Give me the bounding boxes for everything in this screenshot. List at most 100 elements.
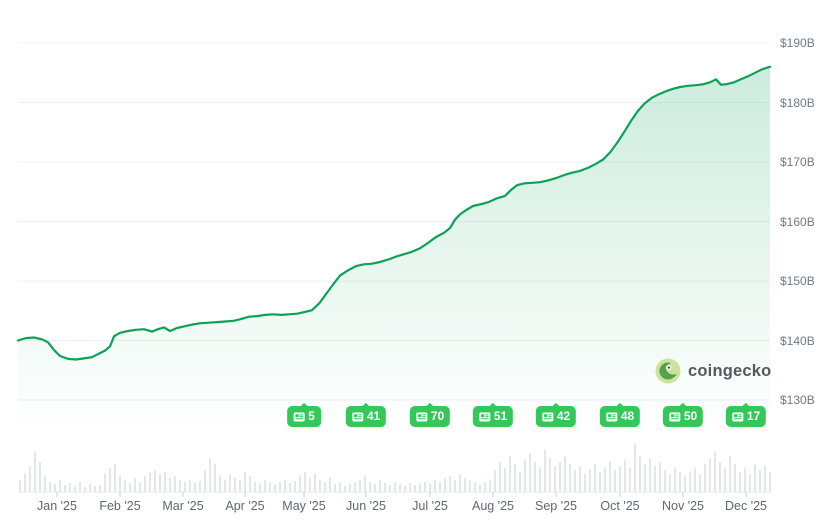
- volume-bar: [294, 481, 296, 492]
- volume-bar: [184, 482, 186, 492]
- volume-bar: [389, 485, 391, 492]
- news-count-badge[interactable]: 42: [535, 402, 577, 427]
- coingecko-logo[interactable]: coingecko: [655, 358, 771, 384]
- news-count-badge[interactable]: 41: [345, 402, 387, 427]
- y-axis-label: $180B: [780, 95, 815, 110]
- volume-bar: [579, 466, 581, 492]
- volume-bar: [119, 476, 121, 492]
- volume-bar: [244, 472, 246, 492]
- volume-bar: [659, 462, 661, 492]
- news-count-badge[interactable]: 51: [472, 402, 514, 427]
- volume-bar: [644, 464, 646, 492]
- news-icon: [606, 412, 618, 421]
- volume-bar: [84, 487, 86, 492]
- logo-wordmark: coingecko: [688, 361, 772, 380]
- volume-bar: [74, 486, 76, 492]
- volume-bar: [679, 472, 681, 492]
- volume-bar: [689, 472, 691, 492]
- y-axis-label: $140B: [780, 333, 815, 348]
- volume-bar: [124, 480, 126, 492]
- y-axis-label: $190B: [780, 36, 815, 50]
- news-icon: [669, 412, 681, 421]
- volume-bar: [439, 482, 441, 492]
- volume-bar: [694, 468, 696, 492]
- volume-bar: [339, 482, 341, 492]
- volume-bar: [314, 474, 316, 492]
- news-count: 50: [683, 409, 698, 423]
- volume-bar: [354, 482, 356, 492]
- volume-bar: [154, 470, 156, 492]
- volume-bar: [714, 452, 716, 492]
- volume-bar: [649, 458, 651, 492]
- volume-bar: [359, 480, 361, 492]
- volume-bar: [594, 464, 596, 492]
- volume-bar: [349, 484, 351, 492]
- x-axis-label: Nov '25: [662, 499, 704, 513]
- volume-bar: [264, 480, 266, 492]
- volume-bar: [214, 464, 216, 492]
- volume-bar: [394, 482, 396, 492]
- volume-bar: [414, 485, 416, 492]
- x-axis-label: Oct '25: [600, 499, 640, 513]
- volume-bar: [239, 480, 241, 492]
- volume-bar: [299, 476, 301, 492]
- volume-bar: [324, 482, 326, 492]
- volume-bar: [499, 462, 501, 492]
- news-icon: [416, 412, 428, 421]
- volume-bar: [94, 486, 96, 492]
- news-icon: [352, 412, 364, 421]
- volume-bar: [279, 482, 281, 492]
- volume-bar: [364, 476, 366, 492]
- volume-bar: [179, 480, 181, 492]
- volume-bar: [484, 482, 486, 492]
- area-fill: [18, 66, 770, 431]
- volume-bar: [269, 482, 271, 492]
- volume-bar: [664, 470, 666, 492]
- news-count: 42: [556, 409, 571, 423]
- volume-bar: [709, 458, 711, 492]
- news-count-badge[interactable]: 50: [662, 402, 704, 427]
- news-count-badge[interactable]: 70: [409, 402, 451, 427]
- volume-bar: [739, 472, 741, 492]
- x-axis-label: May '25: [282, 499, 326, 513]
- volume-bar: [234, 478, 236, 492]
- news-count: 5: [308, 409, 315, 423]
- volume-bar: [284, 480, 286, 492]
- volume-bar: [539, 468, 541, 492]
- x-axis-label: Sep '25: [534, 499, 578, 513]
- news-count-badge[interactable]: 17: [725, 402, 767, 427]
- news-count-badge[interactable]: 5: [287, 402, 321, 427]
- volume-bar: [224, 480, 226, 492]
- volume-bar: [464, 478, 466, 492]
- volume-bar: [309, 478, 311, 492]
- volume-bar: [89, 484, 91, 492]
- volume-bar: [704, 464, 706, 492]
- news-count-badge[interactable]: 48: [599, 402, 641, 427]
- volume-bar: [474, 482, 476, 492]
- volume-bar: [199, 481, 201, 492]
- volume-bar: [574, 470, 576, 492]
- volume-bar: [584, 474, 586, 492]
- price-line: [16, 65, 772, 361]
- gecko-icon: [655, 358, 681, 384]
- volume-bar: [744, 468, 746, 492]
- volume-bar: [379, 480, 381, 492]
- volume-bar: [674, 468, 676, 492]
- volume-bar: [114, 464, 116, 492]
- volume-bar: [769, 472, 771, 492]
- volume-bar: [434, 480, 436, 492]
- volume-bar: [79, 482, 81, 492]
- volume-bar: [129, 483, 131, 492]
- volume-bar: [569, 464, 571, 492]
- volume-bar: [254, 482, 256, 492]
- volume-bar: [174, 476, 176, 492]
- volume-bar: [609, 462, 611, 492]
- x-axis-label: Jul '25: [412, 499, 448, 513]
- volume-bar: [719, 462, 721, 492]
- news-icon: [479, 412, 491, 421]
- volume-bar: [249, 476, 251, 492]
- volume-bar: [734, 464, 736, 492]
- volume-bar: [34, 452, 36, 492]
- volume-bar: [559, 462, 561, 492]
